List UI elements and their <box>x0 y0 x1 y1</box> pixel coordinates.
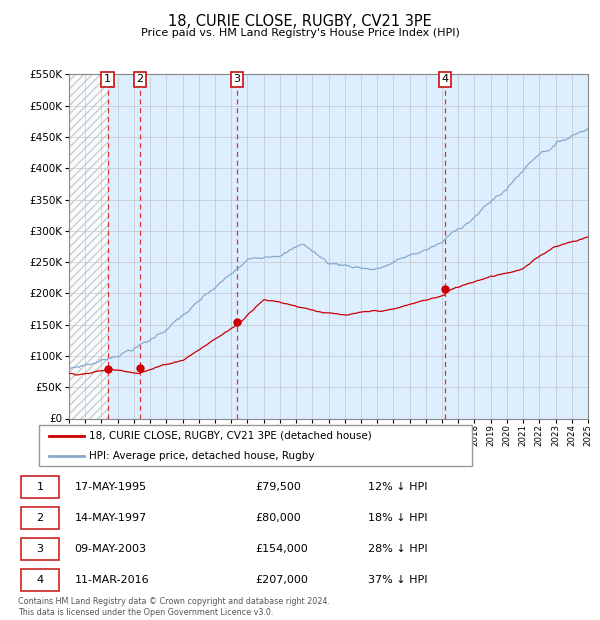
Text: Contains HM Land Registry data © Crown copyright and database right 2024.
This d: Contains HM Land Registry data © Crown c… <box>18 598 330 617</box>
Text: £80,000: £80,000 <box>255 513 301 523</box>
Text: 3: 3 <box>233 74 241 84</box>
Text: 18, CURIE CLOSE, RUGBY, CV21 3PE: 18, CURIE CLOSE, RUGBY, CV21 3PE <box>168 14 432 29</box>
FancyBboxPatch shape <box>21 569 59 591</box>
Text: 2: 2 <box>37 513 44 523</box>
Text: 18% ↓ HPI: 18% ↓ HPI <box>368 513 427 523</box>
Text: £154,000: £154,000 <box>255 544 308 554</box>
Text: £207,000: £207,000 <box>255 575 308 585</box>
Bar <box>69 74 107 418</box>
Text: 11-MAR-2016: 11-MAR-2016 <box>74 575 149 585</box>
Text: 1: 1 <box>37 482 43 492</box>
Text: Price paid vs. HM Land Registry's House Price Index (HPI): Price paid vs. HM Land Registry's House … <box>140 28 460 38</box>
FancyBboxPatch shape <box>21 476 59 498</box>
Text: 4: 4 <box>37 575 44 585</box>
Text: 18, CURIE CLOSE, RUGBY, CV21 3PE (detached house): 18, CURIE CLOSE, RUGBY, CV21 3PE (detach… <box>89 430 371 441</box>
Text: 2: 2 <box>136 74 143 84</box>
Text: 09-MAY-2003: 09-MAY-2003 <box>74 544 146 554</box>
Text: HPI: Average price, detached house, Rugby: HPI: Average price, detached house, Rugb… <box>89 451 314 461</box>
Text: 4: 4 <box>442 74 449 84</box>
FancyBboxPatch shape <box>38 425 472 466</box>
Text: 12% ↓ HPI: 12% ↓ HPI <box>368 482 427 492</box>
Text: 3: 3 <box>37 544 43 554</box>
Text: 14-MAY-1997: 14-MAY-1997 <box>74 513 146 523</box>
Text: 1: 1 <box>104 74 111 84</box>
FancyBboxPatch shape <box>21 507 59 529</box>
Bar <box>69 74 107 418</box>
Text: £79,500: £79,500 <box>255 482 301 492</box>
Text: 37% ↓ HPI: 37% ↓ HPI <box>368 575 427 585</box>
Text: 17-MAY-1995: 17-MAY-1995 <box>74 482 146 492</box>
FancyBboxPatch shape <box>21 538 59 560</box>
Text: 28% ↓ HPI: 28% ↓ HPI <box>368 544 427 554</box>
